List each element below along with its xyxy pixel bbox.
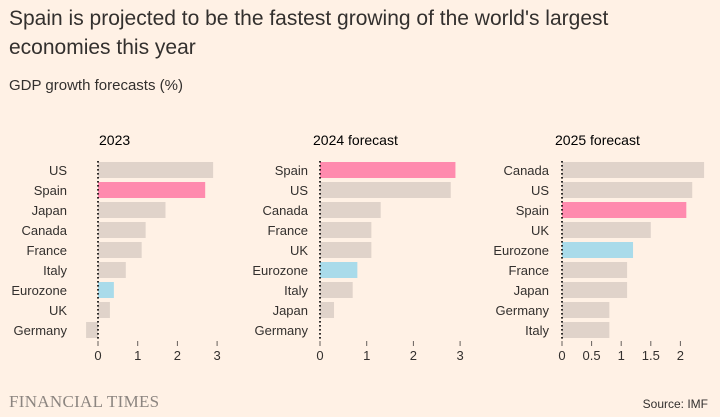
- bar-japan: [98, 202, 166, 218]
- x-tick-label: 1: [618, 348, 625, 363]
- category-label: Spain: [516, 203, 549, 218]
- x-tick-label: 2: [174, 348, 181, 363]
- bar-eurozone: [562, 242, 634, 258]
- category-label: Canada: [21, 223, 67, 238]
- bar-uk: [320, 242, 372, 258]
- panel-title-1: 2024 forecast: [313, 132, 398, 148]
- x-tick-label: 0.5: [583, 348, 601, 363]
- category-label: Germany: [255, 323, 309, 338]
- bar-canada: [320, 202, 381, 218]
- panel-title-0: 2023: [99, 132, 130, 148]
- bar-spain: [98, 182, 206, 198]
- category-label: US: [531, 183, 549, 198]
- bar-italy: [320, 282, 353, 298]
- bar-france: [562, 262, 628, 278]
- bar-uk: [562, 222, 651, 238]
- category-label: Japan: [514, 283, 549, 298]
- x-tick-label: 0: [316, 348, 323, 363]
- category-label: UK: [531, 223, 549, 238]
- bar-canada: [562, 162, 705, 178]
- category-label: UK: [49, 303, 67, 318]
- bar-eurozone: [320, 262, 358, 278]
- bar-us: [562, 182, 693, 198]
- bar-france: [320, 222, 372, 238]
- category-label: Canada: [262, 203, 308, 218]
- x-tick-label: 0: [558, 348, 565, 363]
- category-label: France: [509, 263, 549, 278]
- category-label: Eurozone: [11, 283, 67, 298]
- x-tick-label: 0: [94, 348, 101, 363]
- category-label: Canada: [503, 163, 549, 178]
- bar-italy: [98, 262, 126, 278]
- x-tick-label: 2: [410, 348, 417, 363]
- category-label: Japan: [273, 303, 308, 318]
- bar-japan: [320, 302, 335, 318]
- category-label: Spain: [34, 183, 67, 198]
- x-tick-label: 3: [213, 348, 220, 363]
- bar-spain: [562, 202, 687, 218]
- x-tick-label: 3: [456, 348, 463, 363]
- category-label: Italy: [43, 263, 67, 278]
- category-label: France: [27, 243, 67, 258]
- bar-eurozone: [98, 282, 114, 298]
- chart-subtitle: GDP growth forecasts (%): [9, 77, 183, 94]
- x-tick-label: 1: [363, 348, 370, 363]
- x-tick-label: 1: [134, 348, 141, 363]
- category-label: UK: [290, 243, 308, 258]
- bar-us: [320, 182, 451, 198]
- category-label: Germany: [496, 303, 550, 318]
- category-label: US: [49, 163, 67, 178]
- brand-logo: FINANCIAL TIMES: [9, 392, 160, 411]
- category-label: Spain: [275, 163, 308, 178]
- bar-germany: [86, 322, 98, 338]
- category-label: US: [290, 183, 308, 198]
- chart-title: Spain is projected to be the fastest gro…: [9, 7, 609, 59]
- category-label: Japan: [32, 203, 67, 218]
- category-label: Italy: [284, 283, 308, 298]
- bar-uk: [98, 302, 110, 318]
- x-tick-label: 2: [677, 348, 684, 363]
- bar-spain: [320, 162, 456, 178]
- panel-title-2: 2025 forecast: [555, 132, 640, 148]
- category-label: Germany: [14, 323, 68, 338]
- source-note: Source: IMF: [642, 397, 708, 411]
- x-tick-label: 1.5: [642, 348, 660, 363]
- bar-italy: [562, 322, 610, 338]
- bar-canada: [98, 222, 146, 238]
- bar-japan: [562, 282, 628, 298]
- bar-france: [98, 242, 142, 258]
- category-label: Italy: [525, 323, 549, 338]
- category-label: France: [268, 223, 308, 238]
- bar-us: [98, 162, 214, 178]
- bar-germany: [562, 302, 610, 318]
- category-label: Eurozone: [493, 243, 549, 258]
- category-label: Eurozone: [252, 263, 308, 278]
